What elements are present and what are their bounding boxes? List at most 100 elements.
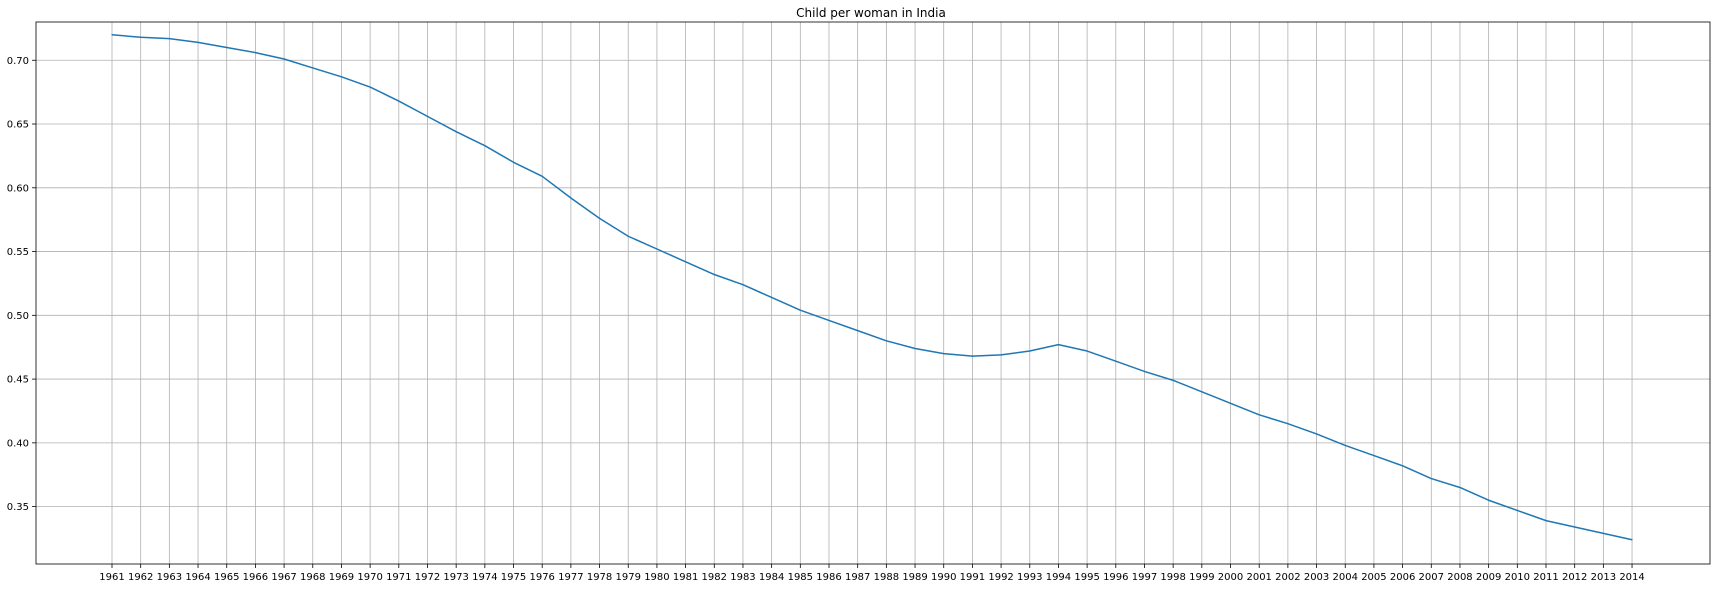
data-point [340,76,343,78]
data-point [283,58,285,60]
x-tick-label: 2003 [1304,572,1329,583]
data-point [1229,402,1232,404]
data-point [943,352,945,355]
x-tick-label: 1966 [243,572,268,583]
data-point [398,100,400,102]
x-tick-label: 1973 [443,572,468,583]
x-tick-label: 1998 [1160,572,1185,583]
data-point [1373,455,1375,457]
y-tick-label: 0.55 [7,247,29,258]
x-tick-label: 2000 [1218,572,1243,583]
data-point [1631,539,1633,541]
data-point [541,175,543,177]
x-tick-label: 1965 [214,572,239,583]
x-tick-label: 1983 [730,572,755,583]
data-point [1287,423,1289,425]
data-point [512,161,515,163]
x-tick-label: 2009 [1476,572,1501,583]
data-point [1344,444,1346,446]
data-point [685,261,687,263]
x-tick-label: 2011 [1533,572,1558,583]
x-tick-label: 1985 [788,572,813,583]
x-tick-label: 1978 [587,572,612,583]
data-point [771,296,773,299]
x-tick-label: 1997 [1132,572,1157,583]
x-tick-label: 1988 [874,572,899,583]
x-tick-label: 1963 [157,572,182,583]
data-point [570,197,572,199]
data-point [254,52,256,54]
x-tick-label: 1977 [558,572,583,583]
x-tick-label: 2005 [1361,572,1386,583]
data-point [168,37,170,40]
x-tick-label: 1974 [472,572,497,583]
x-tick-label: 1991 [960,572,985,583]
x-tick-label: 1967 [271,572,296,583]
data-point [1488,499,1490,501]
x-tick-label: 2006 [1390,572,1415,583]
x-tick-label: 1992 [988,572,1013,583]
data-point [1143,370,1146,373]
x-tick-label: 1975 [501,572,526,583]
x-tick-label: 2012 [1562,572,1587,583]
data-point [799,309,801,311]
x-tick-label: 1962 [128,572,153,583]
x-tick-label: 2004 [1333,572,1358,583]
data-point [598,217,601,219]
x-tick-label: 1964 [185,572,210,583]
x-tick-label: 2013 [1591,572,1616,583]
x-tick-label: 1995 [1074,572,1099,583]
data-point [1602,532,1604,534]
data-point [857,330,859,332]
data-point [1545,520,1547,522]
y-tick-label: 0.50 [7,311,29,322]
x-tick-label: 1970 [357,572,382,583]
data-point [713,273,715,276]
data-point [111,34,113,36]
plot-frame [35,21,1711,565]
x-tick-label: 1999 [1189,572,1214,583]
axes: 1961 1962 1963 1964 1965 1966 1967 1968 1969 1970… [7,21,1711,583]
x-tick-label: 1989 [902,572,927,583]
data-point [226,46,228,49]
data-point [1258,414,1260,416]
data-point [1086,350,1088,352]
data-point [828,319,830,322]
data-point [885,340,887,342]
data-point [312,67,314,69]
data-point [742,284,744,286]
x-tick-label: 1969 [329,572,354,583]
data-point [1000,354,1002,356]
data-point [369,86,371,88]
data-point [1115,360,1117,362]
x-tick-label: 1987 [845,572,870,583]
data-point [455,131,457,133]
grid-lines [36,22,1710,564]
data-point [1402,465,1404,467]
x-tick-label: 1979 [616,572,641,583]
data-point [971,355,974,357]
x-tick-label: 1996 [1103,572,1128,583]
x-tick-label: 1980 [644,572,669,583]
x-tick-label: 2007 [1419,572,1444,583]
x-tick-label: 1972 [415,572,440,583]
data-point [1172,379,1174,381]
y-tick-label: 0.35 [7,502,29,513]
series-line [111,34,1633,541]
data-point [484,145,486,147]
x-tick-label: 1986 [816,572,841,583]
x-tick-label: 1982 [702,572,727,583]
x-tick-label: 1984 [759,572,784,583]
data-point [914,347,916,350]
data-point [1430,477,1432,480]
y-tick-label: 0.60 [7,183,29,194]
x-tick-label: 2010 [1505,572,1530,583]
y-tick-label: 0.45 [7,375,29,386]
data-point [627,235,629,237]
y-tick-label: 0.70 [7,56,29,67]
x-tick-label: 1993 [1017,572,1042,583]
x-tick-label: 2014 [1619,572,1644,583]
x-tick-label: 2001 [1246,572,1271,583]
y-tick-label: 0.65 [7,120,29,131]
